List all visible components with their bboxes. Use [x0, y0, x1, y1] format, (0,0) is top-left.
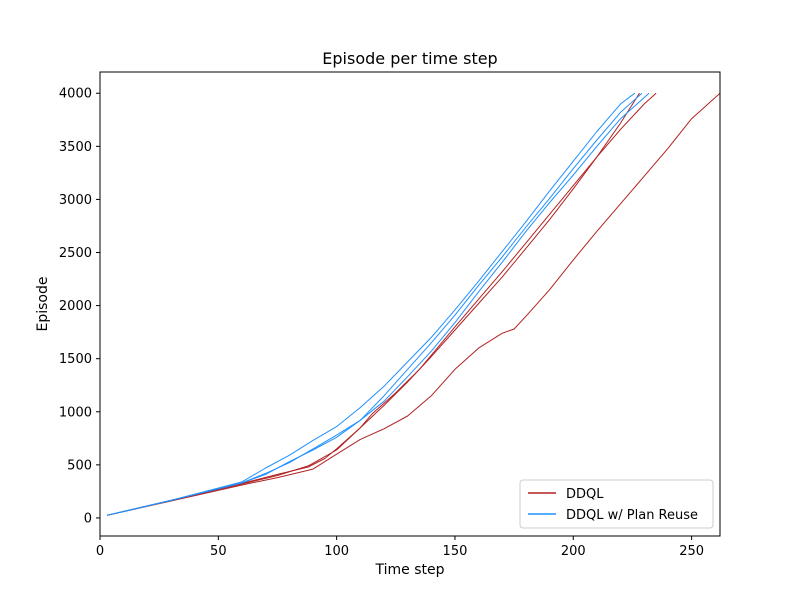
- y-tick-label: 2000: [59, 299, 92, 314]
- x-tick-label: 200: [561, 544, 586, 559]
- y-tick-label: 3500: [59, 140, 92, 155]
- x-tick-label: 50: [210, 544, 227, 559]
- y-tick-label: 4000: [59, 87, 92, 102]
- series-line-ddql-plan-reuse-5: [106, 92, 643, 516]
- x-tick-label: 250: [679, 544, 704, 559]
- plot-area-frame: [99, 71, 721, 537]
- y-axis: 0 500 1000 1500 2000 2500 3000 3500 4000: [59, 87, 100, 526]
- x-tick-label: 100: [324, 544, 349, 559]
- legend-label-ddql: DDQL: [566, 487, 604, 502]
- series-line-ddql-3: [106, 92, 640, 516]
- y-tick-label: 500: [67, 458, 92, 473]
- y-tick-label: 1500: [59, 352, 92, 367]
- y-axis-label: Episode: [35, 277, 51, 332]
- y-tick-label: 1000: [59, 405, 92, 420]
- y-tick-label: 3000: [59, 193, 92, 208]
- x-tick-label: 150: [443, 544, 468, 559]
- series-line-ddql-2: [106, 92, 720, 516]
- x-axis-label: Time step: [375, 562, 445, 578]
- chart-title: Episode per time step: [322, 49, 497, 68]
- series-line-ddql-plan-reuse-4: [106, 92, 636, 516]
- legend-box: [519, 479, 714, 529]
- series-layer: [106, 92, 720, 516]
- x-axis: 0 50 100 150 200 250: [96, 536, 704, 559]
- x-tick-label: 0: [96, 544, 104, 559]
- legend-label-ddql-plan-reuse: DDQL w/ Plan Reuse: [566, 508, 698, 523]
- y-tick-label: 0: [84, 511, 92, 526]
- series-line-ddql-plan-reuse-6: [106, 92, 650, 516]
- y-tick-label: 2500: [59, 246, 92, 261]
- legend: DDQL DDQL w/ Plan Reuse: [519, 479, 714, 529]
